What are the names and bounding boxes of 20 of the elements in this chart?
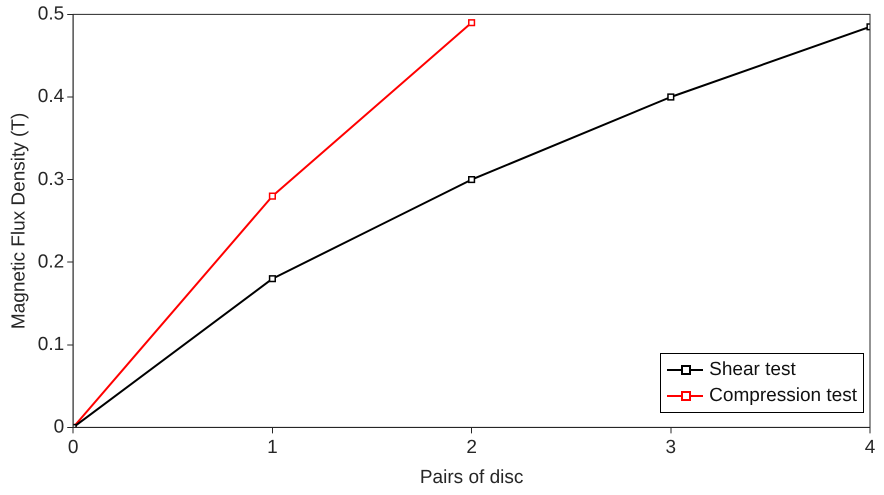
x-tick-label: 2 [466,437,477,458]
point [468,176,476,184]
x-tick-label: 0 [68,437,78,458]
x-tick-label: 3 [666,437,676,458]
y-tick-label: 0.2 [38,251,64,272]
point [268,192,276,200]
x-tick-label: 1 [267,437,278,458]
y-tick-label: 0.1 [38,334,64,356]
y-tick-label: 0.5 [38,4,64,25]
legend-label: Shear test [709,359,796,381]
x-tick-label: 4 [864,437,876,458]
legend-label: Compression test [709,385,857,407]
y-tick-label: 0.3 [38,168,64,190]
point [268,275,276,282]
x-axis-title: Pairs of disc [420,466,524,488]
y-tick-label: 0.4 [38,86,65,108]
y-axis-title: Magnetic Flux Density (T) [8,112,30,330]
point [468,19,476,26]
point [667,93,674,101]
y-tick-label: 0 [54,416,64,438]
